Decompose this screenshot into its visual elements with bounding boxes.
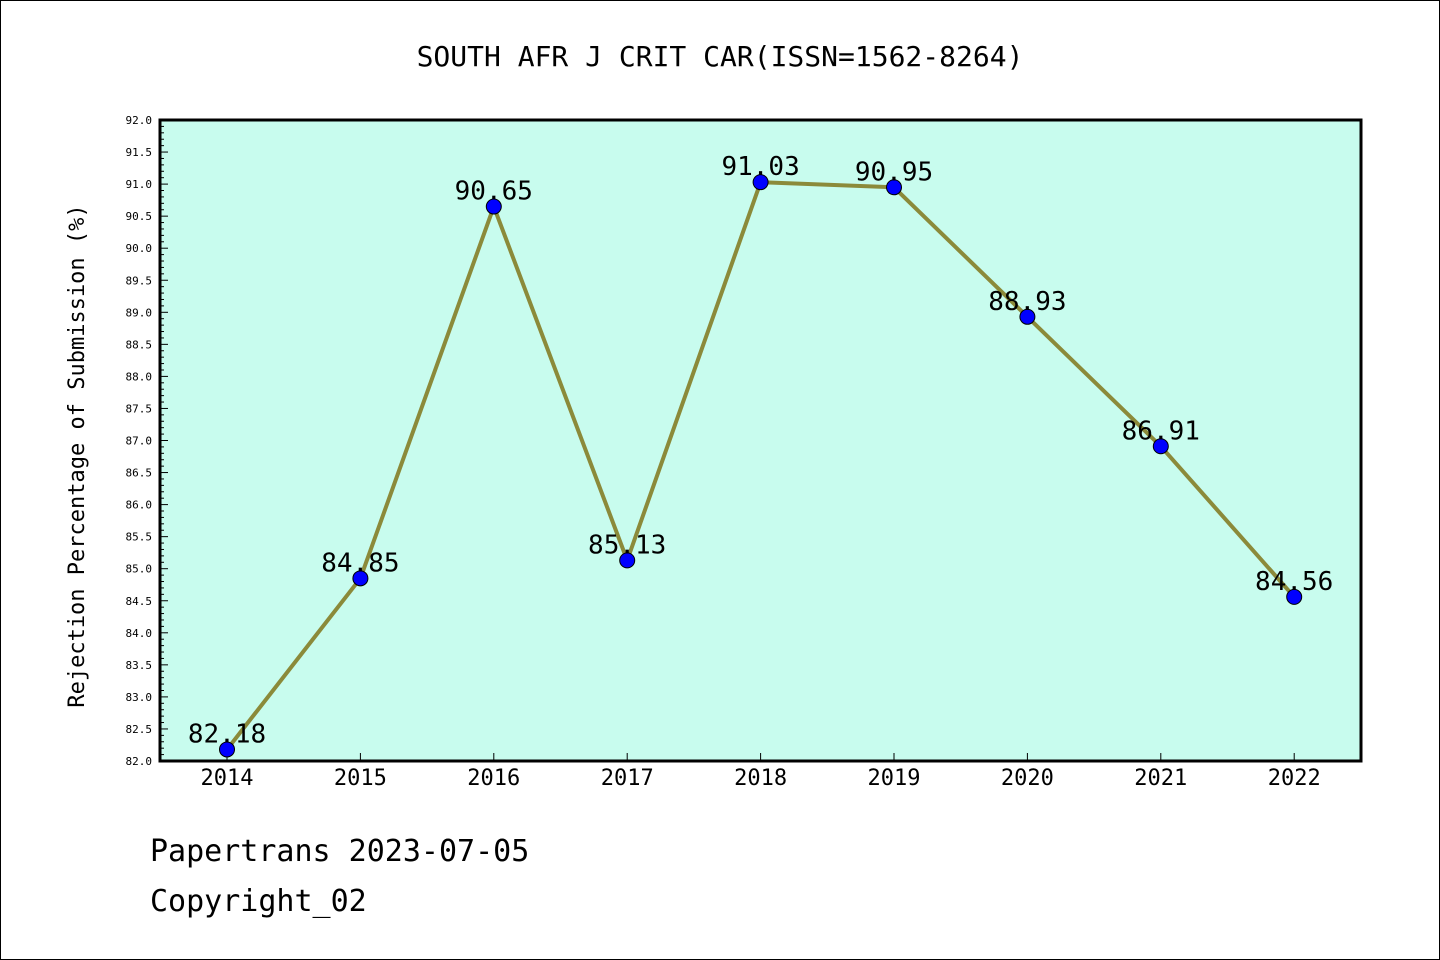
data-point	[1152, 438, 1169, 455]
x-tick-label: 2018	[734, 766, 787, 791]
y-tick-label: 86.0	[126, 499, 153, 512]
data-point	[886, 179, 902, 196]
data-label: 88.93	[988, 287, 1066, 317]
data-label: 82.18	[188, 719, 266, 749]
y-tick-label: 85.5	[126, 531, 153, 544]
chart-title: SOUTH AFR J CRIT CAR(ISSN=1562-8264)	[417, 40, 1024, 73]
data-label: 86.91	[1122, 416, 1200, 446]
y-tick-label: 84.5	[126, 595, 153, 608]
y-axis-ticks: 82.0 82.5 83.0 83.5 84.0 84.5 85.0 85.5 86.0 86.5…	[126, 114, 168, 768]
data-label: 90.95	[855, 157, 933, 187]
footer-copyright: Copyright_02	[150, 884, 367, 919]
x-tick-label: 2019	[868, 766, 921, 791]
data-label: 84.85	[321, 548, 399, 578]
x-tick-label: 2016	[467, 766, 520, 791]
y-tick-label: 84.0	[126, 627, 153, 640]
data-label: 85.13	[588, 530, 666, 560]
x-axis-ticks: 2014 2015 2016 2017 2018 2019 2020 2021 2022	[201, 753, 1321, 791]
x-tick-label: 2020	[1001, 766, 1054, 791]
y-tick-label: 85.0	[126, 563, 153, 576]
data-point	[1019, 308, 1036, 325]
y-tick-label: 91.5	[126, 146, 153, 159]
data-point	[219, 741, 235, 758]
y-tick-label: 88.5	[126, 338, 153, 351]
x-tick-label: 2015	[334, 766, 387, 791]
data-point	[1286, 588, 1303, 605]
footer-papertrans: Papertrans 2023-07-05	[150, 834, 530, 869]
y-tick-label: 89.0	[126, 306, 153, 319]
y-tick-label: 83.0	[126, 691, 153, 704]
data-point	[619, 552, 636, 569]
y-tick-label: 86.5	[126, 467, 153, 480]
y-axis-label: Rejection Percentage of Submission (%)	[65, 204, 90, 707]
data-point	[485, 198, 502, 215]
data-label: 84.56	[1255, 567, 1333, 597]
data-labels: 82.18 84.85 90.65 85.13 91.03 90.95 88.93 86.91…	[188, 152, 1333, 749]
x-tick-label: 2014	[201, 766, 254, 791]
y-tick-label: 89.5	[126, 274, 153, 287]
y-tick-label: 82.5	[126, 723, 153, 736]
data-markers	[219, 174, 1303, 758]
data-point	[752, 174, 769, 191]
plot-border	[158, 118, 1363, 763]
y-tick-label: 92.0	[126, 114, 153, 127]
x-tick-label: 2022	[1268, 766, 1321, 791]
y-tick-label: 88.0	[126, 370, 153, 383]
y-tick-label: 90.5	[126, 210, 153, 223]
y-tick-label: 87.5	[126, 402, 153, 415]
y-tick-label: 87.0	[126, 435, 153, 448]
y-tick-label: 83.5	[126, 659, 153, 672]
data-label: 91.03	[721, 152, 799, 182]
y-tick-label: 90.0	[126, 242, 153, 255]
x-tick-label: 2017	[601, 766, 654, 791]
x-tick-label: 2021	[1134, 766, 1187, 791]
y-tick-label: 91.0	[126, 178, 153, 191]
data-label: 90.65	[455, 177, 533, 207]
data-point	[352, 570, 369, 587]
y-tick-label: 82.0	[126, 755, 153, 768]
